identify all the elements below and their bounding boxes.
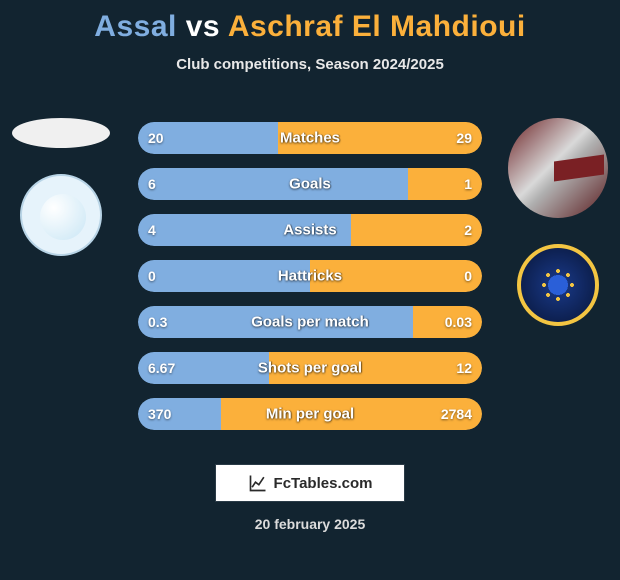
right-badges <box>508 118 608 326</box>
player1-club-crest <box>20 174 102 256</box>
comparison-bars: 2029Matches 61Goals 42Assists 00Hattricks 0.… <box>138 122 482 444</box>
title-player2: Aschraf El Mahdioui <box>228 10 526 43</box>
title-player1: Assal <box>94 10 177 43</box>
player2-photo <box>508 118 608 218</box>
stat-bar-right <box>310 260 482 292</box>
chart-icon <box>248 473 268 493</box>
stat-bar-right <box>221 398 482 430</box>
footer-date: 20 february 2025 <box>0 516 620 532</box>
stat-bar-left <box>138 122 278 154</box>
subtitle: Club competitions, Season 2024/2025 <box>0 56 620 73</box>
stat-bar-right <box>413 306 482 338</box>
stat-row: 0.30.03Goals per match <box>138 306 482 338</box>
stat-bar-left <box>138 306 413 338</box>
stat-bar-left <box>138 352 269 384</box>
stat-bar-left <box>138 214 351 246</box>
stat-bar-right <box>351 214 482 246</box>
stat-bar-right <box>269 352 482 384</box>
stat-row: 3702784Min per goal <box>138 398 482 430</box>
stat-bar-left <box>138 168 408 200</box>
stat-bar-left <box>138 398 221 430</box>
stat-row: 00Hattricks <box>138 260 482 292</box>
stat-bar-right <box>408 168 482 200</box>
stat-bar-left <box>138 260 310 292</box>
left-badges <box>12 118 110 256</box>
stat-row: 2029Matches <box>138 122 482 154</box>
page-title: Assal vs Aschraf El Mahdioui <box>0 0 620 44</box>
title-vs: vs <box>186 10 220 43</box>
player1-country-flag <box>12 118 110 148</box>
stat-row: 6.6712Shots per goal <box>138 352 482 384</box>
player2-club-crest <box>517 244 599 326</box>
stat-row: 61Goals <box>138 168 482 200</box>
site-logo[interactable]: FcTables.com <box>215 464 405 502</box>
stat-row: 42Assists <box>138 214 482 246</box>
site-name: FcTables.com <box>274 475 373 492</box>
stat-bar-right <box>278 122 482 154</box>
